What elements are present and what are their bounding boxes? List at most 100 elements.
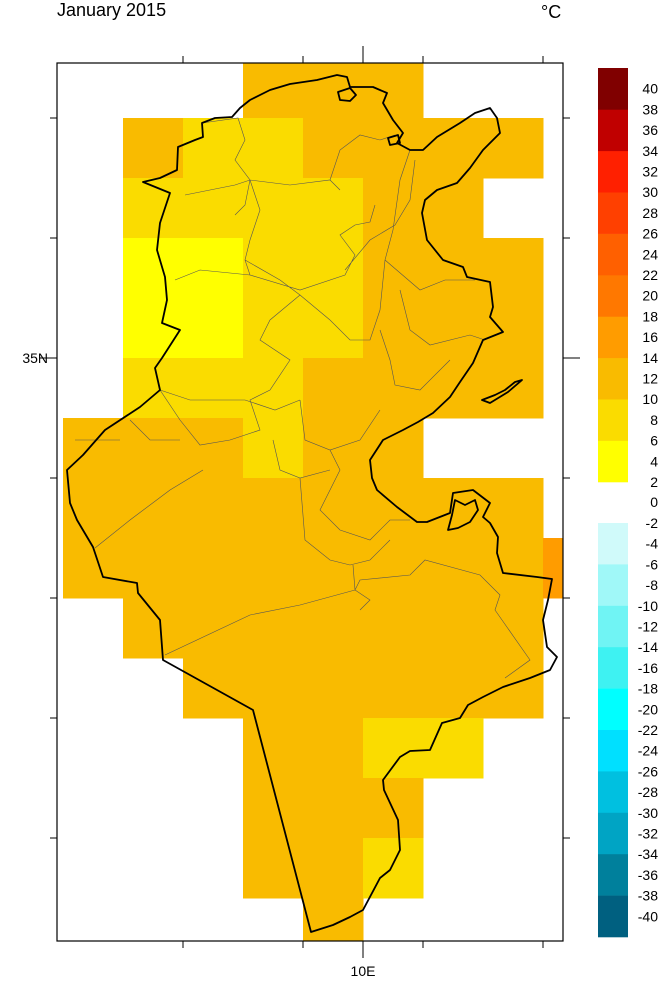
- colorbar: 2468101214161820222426283032343638400-2-…: [598, 68, 659, 938]
- colorbar-segment: [598, 647, 628, 689]
- colorbar-label: 32: [642, 164, 658, 180]
- colorbar-segment: [598, 812, 628, 855]
- map-frame: [56, 62, 564, 942]
- lat-label-35n: 35N: [22, 350, 48, 366]
- colorbar-label: -30: [638, 805, 658, 821]
- grid-cell: [123, 358, 184, 419]
- grid-cell: [303, 898, 364, 941]
- grid-cell: [423, 298, 484, 359]
- colorbar-label: -28: [638, 784, 658, 800]
- colorbar-label: 16: [642, 329, 658, 345]
- grid-cell: [423, 598, 484, 659]
- grid-cell: [303, 63, 364, 119]
- grid-cell: [183, 478, 244, 539]
- grid-cell: [483, 238, 544, 299]
- grid-cell: [363, 838, 424, 899]
- colorbar-segment: [598, 233, 628, 276]
- colorbar-label: 14: [642, 350, 658, 366]
- colorbar-label: -34: [638, 846, 658, 862]
- colorbar-label: 6: [650, 433, 658, 449]
- units-label: °C: [541, 2, 561, 22]
- colorbar-label: 4: [650, 453, 658, 469]
- grid-cell: [303, 298, 364, 359]
- grid-cell: [243, 178, 304, 239]
- grid-cell: [123, 178, 184, 239]
- colorbar-label: 34: [642, 143, 658, 159]
- colorbar-segment: [598, 688, 628, 731]
- grid-cell: [363, 598, 424, 659]
- colorbar-label: 24: [642, 246, 658, 262]
- colorbar-segment: [598, 771, 628, 814]
- colorbar-label: -16: [638, 660, 658, 676]
- colorbar-segment: [598, 357, 628, 400]
- colorbar-label: -14: [638, 639, 658, 655]
- map-title: January 2015: [57, 0, 166, 20]
- grid-cell: [123, 538, 184, 599]
- colorbar-segment: [598, 275, 628, 317]
- grid-cell: [303, 178, 364, 239]
- kerkennah-islands: [481, 379, 523, 404]
- grid-cell: [483, 118, 544, 179]
- grid-cell: [183, 598, 244, 659]
- grid-cell: [363, 658, 424, 719]
- colorbar-label: -36: [638, 867, 658, 883]
- colorbar-label: 36: [642, 122, 658, 138]
- colorbar-label: -20: [638, 701, 658, 717]
- colorbar-label: 18: [642, 308, 658, 324]
- lake-bizerte: [337, 87, 357, 102]
- colorbar-label: 40: [642, 81, 658, 97]
- grid-cell: [243, 538, 304, 599]
- grid-cell: [183, 358, 244, 419]
- colorbar-label: 2: [650, 474, 658, 490]
- colorbar-label: 38: [642, 101, 658, 117]
- grid-cell: [183, 118, 244, 179]
- temperature-grid: [63, 63, 563, 941]
- colorbar-label: 26: [642, 226, 658, 242]
- colorbar-label: -22: [638, 722, 658, 738]
- colorbar-label: 10: [642, 391, 658, 407]
- grid-cell: [303, 718, 364, 779]
- grid-cell: [123, 598, 184, 659]
- grid-cell: [363, 478, 424, 539]
- colorbar-segment: [598, 440, 628, 483]
- grid-cell: [543, 538, 563, 599]
- colorbar-label: -26: [638, 763, 658, 779]
- colorbar-label: -12: [638, 619, 658, 635]
- colorbar-label: 8: [650, 412, 658, 428]
- grid-cell: [243, 118, 304, 179]
- colorbar-label: -2: [646, 515, 659, 531]
- grid-cell: [243, 418, 304, 479]
- grid-cell: [243, 63, 304, 119]
- lake-tunis: [387, 134, 401, 146]
- grid-cell: [303, 838, 364, 899]
- colorbar-segment: [598, 150, 628, 193]
- grid-cell: [123, 238, 184, 299]
- grid-cell: [423, 718, 484, 779]
- grid-cell: [423, 358, 484, 419]
- colorbar-label: -40: [638, 908, 658, 924]
- grid-cell: [363, 63, 424, 119]
- colorbar-label: -6: [646, 556, 659, 572]
- lon-label-10e: 10E: [351, 963, 376, 979]
- colorbar-segment: [598, 854, 628, 896]
- colorbar-label: 0: [650, 494, 658, 510]
- colorbar-label: 20: [642, 288, 658, 304]
- colorbar-label: -10: [638, 598, 658, 614]
- grid-cell: [243, 238, 304, 299]
- colorbar-label: -24: [638, 743, 658, 759]
- grid-cell: [183, 238, 244, 299]
- grid-cell: [243, 718, 304, 779]
- grid-cell: [303, 778, 364, 839]
- governorate-borders: [75, 117, 531, 679]
- grid-cell: [243, 658, 304, 719]
- grid-cell: [363, 118, 424, 179]
- grid-cell: [183, 178, 244, 239]
- grid-cell: [183, 418, 244, 479]
- grid-cell: [303, 478, 364, 539]
- grid-cell: [423, 178, 484, 239]
- grid-cell: [243, 298, 304, 359]
- grid-cell: [63, 418, 124, 479]
- grid-cell: [423, 658, 484, 719]
- internal-border: [75, 117, 531, 679]
